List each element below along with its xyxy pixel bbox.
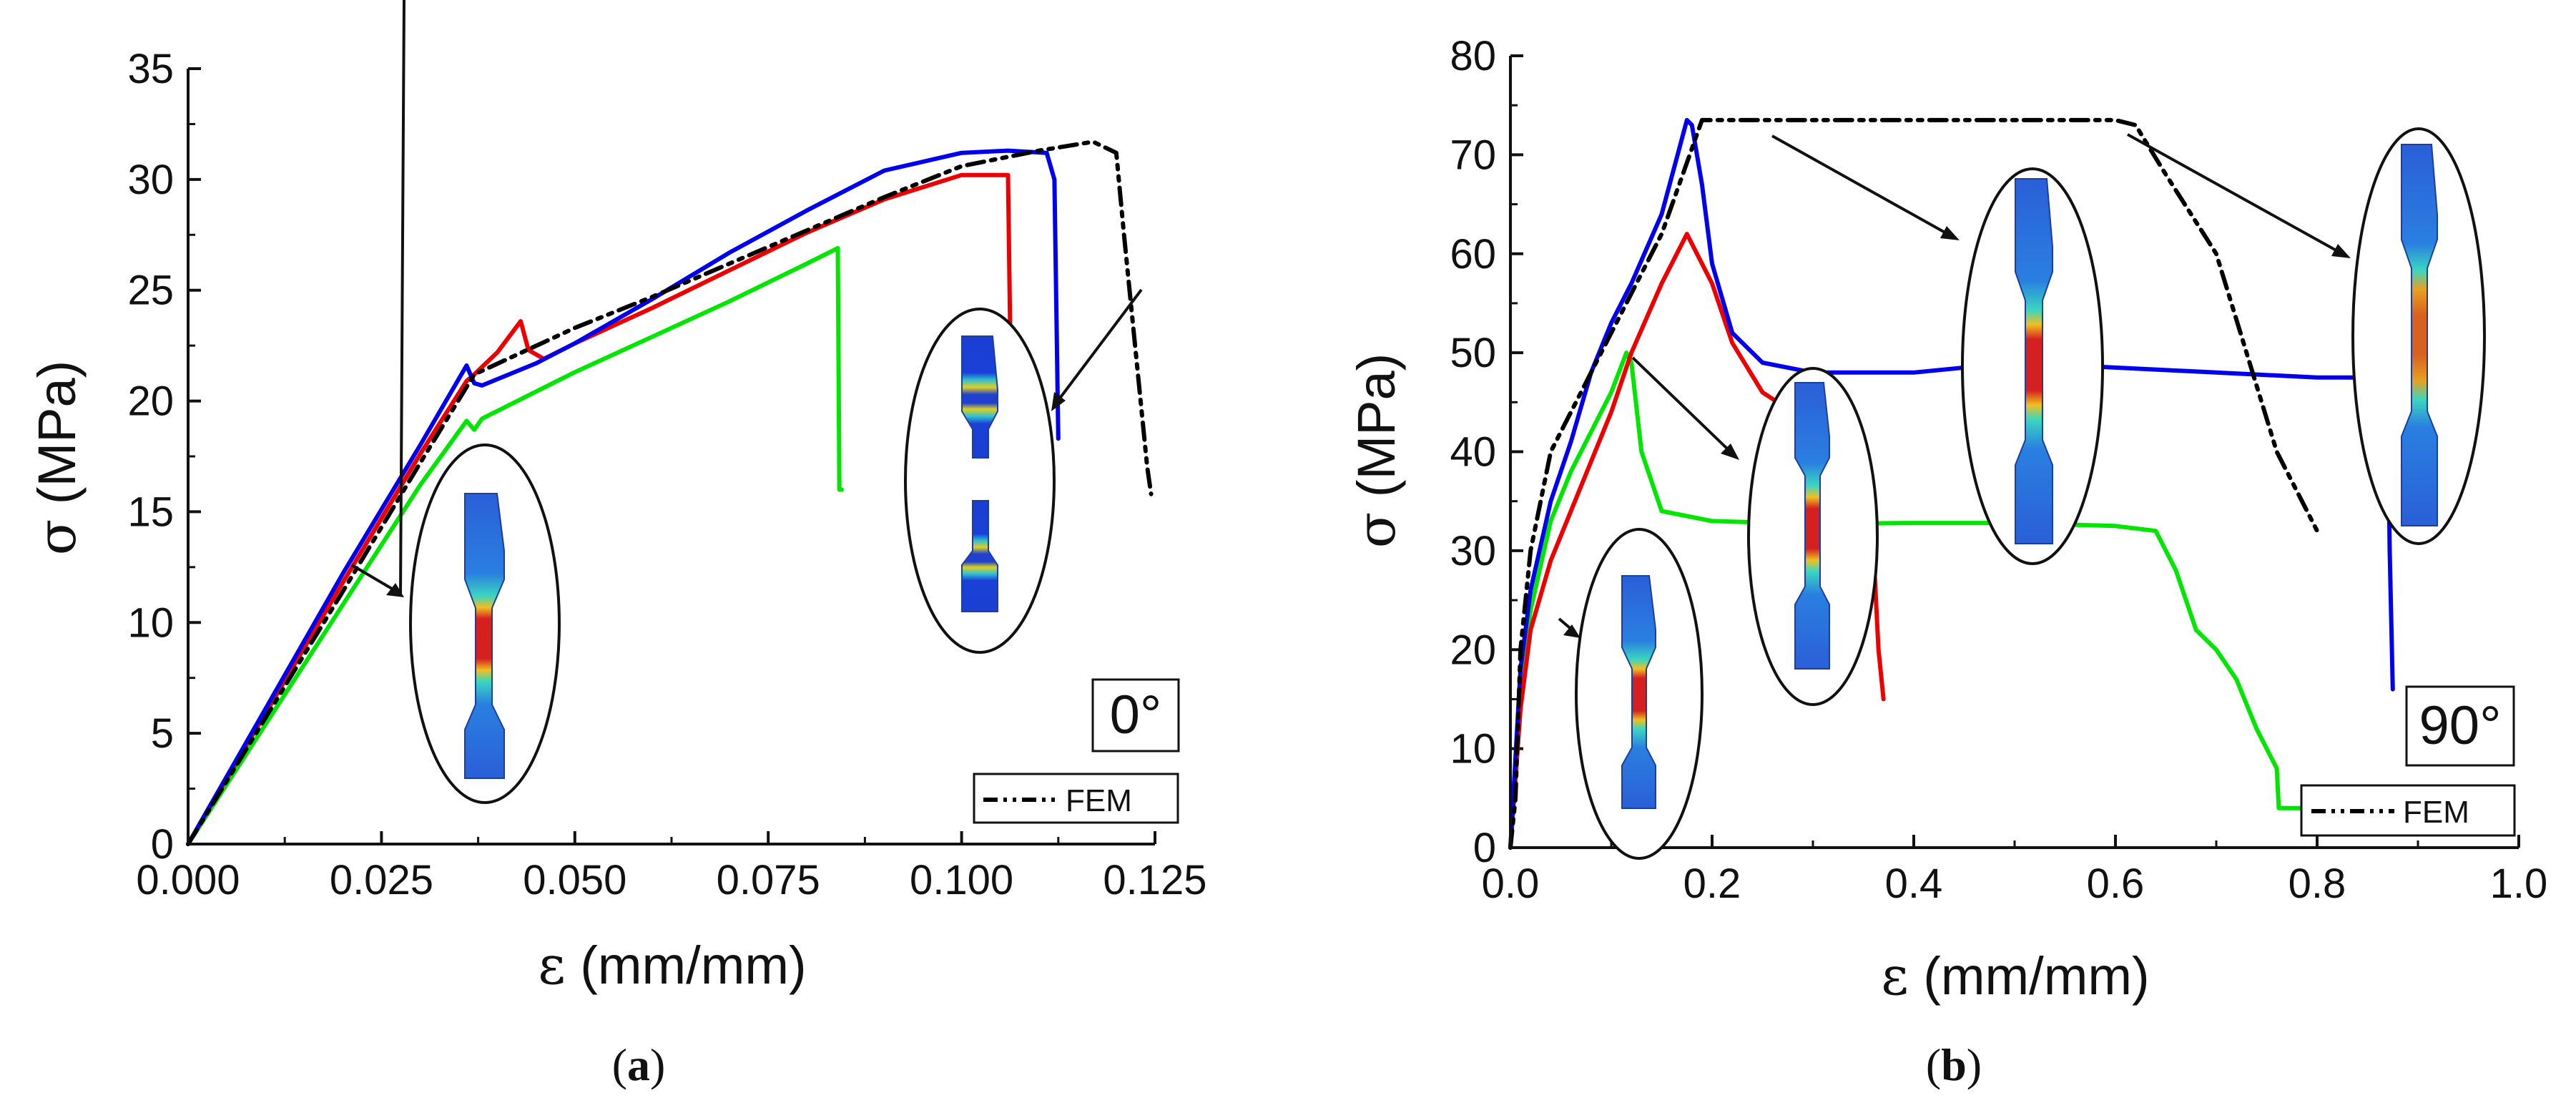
b-legend-box bbox=[2300, 784, 2516, 837]
a-arrow-fracture-line bbox=[1056, 288, 1143, 403]
b-x-tick-label: 0.0 bbox=[1482, 861, 1540, 907]
a-y-axis-title: σ (MPa) bbox=[26, 361, 88, 556]
b-arrowhead-plateau bbox=[1940, 226, 1960, 240]
a-series-red bbox=[186, 172, 1016, 846]
a-y-tick-label: 5 bbox=[151, 710, 174, 757]
a-x-axis-title: ε (mm/mm) bbox=[538, 935, 806, 996]
a-x-tick-label: 0.000 bbox=[136, 857, 240, 903]
a-y-tick-label: 10 bbox=[127, 599, 174, 646]
b-series-fem bbox=[1508, 117, 2319, 850]
b-y-tick-label: 0 bbox=[1473, 825, 1496, 871]
b-arrow-necking-line bbox=[1631, 356, 1731, 452]
b-legend-label: FEM bbox=[2403, 795, 2469, 830]
b-angle-label: 90° bbox=[2419, 695, 2502, 756]
a-axis-ticks: 0.000 0.025 0.050 0.075 0.100 0.125 0 5 10 15 20 25… bbox=[127, 46, 1206, 903]
b-x-tick-label: 0.8 bbox=[2289, 861, 2346, 907]
b-x-tick-label: 0.6 bbox=[2087, 861, 2145, 907]
b-x-axis-title: ε (mm/mm) bbox=[1881, 946, 2149, 1007]
b-specimen-inset-softening bbox=[2351, 127, 2486, 545]
panel-a: 0.000 0.025 0.050 0.075 0.100 0.125 0 5 10 15 20 25… bbox=[26, 0, 1207, 1090]
b-y-axis-title: σ (MPa) bbox=[1346, 353, 1407, 549]
b-y-tick-label: 70 bbox=[1450, 132, 1496, 178]
b-arrow-plateau-line bbox=[1771, 134, 1950, 236]
a-y-tick-label: 15 bbox=[127, 489, 174, 535]
a-series-green bbox=[186, 245, 844, 846]
a-y-tick-label: 30 bbox=[127, 157, 174, 203]
b-specimen-shape-2 bbox=[1794, 382, 1830, 670]
b-x-tick-label: 1.0 bbox=[2490, 861, 2548, 907]
a-specimen-shape-2-bottom bbox=[961, 500, 998, 612]
b-x-tick-label: 0.2 bbox=[1683, 861, 1741, 907]
a-legend-label: FEM bbox=[1066, 783, 1132, 818]
a-y-tick-label: 20 bbox=[127, 378, 174, 425]
a-arrowhead-fracture bbox=[1051, 392, 1066, 411]
a-arrow-elastic bbox=[399, 0, 405, 594]
a-x-tick-label: 0.050 bbox=[523, 857, 626, 903]
b-specimen-shape-3 bbox=[2015, 178, 2053, 544]
b-specimen-inset-plateau bbox=[1961, 167, 2104, 565]
a-specimen-inset-fracture bbox=[904, 308, 1056, 654]
a-angle-label: 0° bbox=[1110, 685, 1162, 745]
b-arrowhead-necking bbox=[1721, 443, 1739, 460]
b-y-tick-label: 60 bbox=[1450, 231, 1496, 278]
b-y-tick-label: 20 bbox=[1450, 627, 1496, 673]
a-series-fem bbox=[186, 139, 1154, 846]
b-specimen-shape-1 bbox=[1621, 575, 1656, 809]
a-angle-box bbox=[1091, 678, 1180, 753]
a-y-tick-label: 25 bbox=[127, 268, 174, 314]
b-specimen-inset-necking bbox=[1747, 367, 1879, 706]
panel-b: 0.0 0.2 0.4 0.6 0.8 1.0 0 10 20 30 40 50 60 70 80 σ (M… bbox=[1346, 33, 2547, 1090]
a-series-group bbox=[186, 139, 1154, 846]
b-axis-ticks: 0.0 0.2 0.4 0.6 0.8 1.0 0 10 20 30 40 50 60 70 80 bbox=[1450, 33, 2547, 907]
b-y-tick-label: 30 bbox=[1450, 528, 1496, 574]
a-specimen-inset-elastic bbox=[409, 443, 561, 804]
a-x-tick-label: 0.100 bbox=[910, 857, 1013, 903]
b-arrowhead-elastic bbox=[1563, 624, 1580, 638]
a-x-tick-label: 0.125 bbox=[1103, 857, 1206, 903]
b-caption: (b) bbox=[1926, 1039, 1982, 1090]
a-specimen-shape-2-top bbox=[961, 335, 998, 459]
a-legend-box bbox=[973, 773, 1179, 824]
a-specimen-shape-1 bbox=[464, 493, 505, 779]
b-angle-box bbox=[2405, 685, 2515, 767]
a-arrowhead-elastic bbox=[386, 583, 404, 597]
b-specimen-inset-elastic bbox=[1575, 528, 1704, 860]
a-x-tick-label: 0.075 bbox=[717, 857, 820, 903]
b-y-tick-label: 80 bbox=[1450, 33, 1496, 79]
b-series-blue bbox=[1508, 117, 2395, 850]
b-x-tick-label: 0.4 bbox=[1885, 861, 1943, 907]
b-specimen-shape-4 bbox=[2401, 144, 2438, 526]
a-y-tick-label: 35 bbox=[127, 46, 174, 92]
b-y-tick-label: 10 bbox=[1450, 726, 1496, 773]
a-series-blue bbox=[186, 148, 1061, 846]
b-arrowhead-softening bbox=[2331, 244, 2351, 258]
a-caption: (a) bbox=[612, 1039, 666, 1090]
b-arrow-softening-line bbox=[2127, 133, 2341, 254]
a-y-tick-label: 0 bbox=[151, 821, 174, 868]
b-y-tick-label: 50 bbox=[1450, 330, 1496, 376]
b-y-tick-label: 40 bbox=[1450, 429, 1496, 476]
a-x-tick-label: 0.025 bbox=[330, 857, 433, 903]
